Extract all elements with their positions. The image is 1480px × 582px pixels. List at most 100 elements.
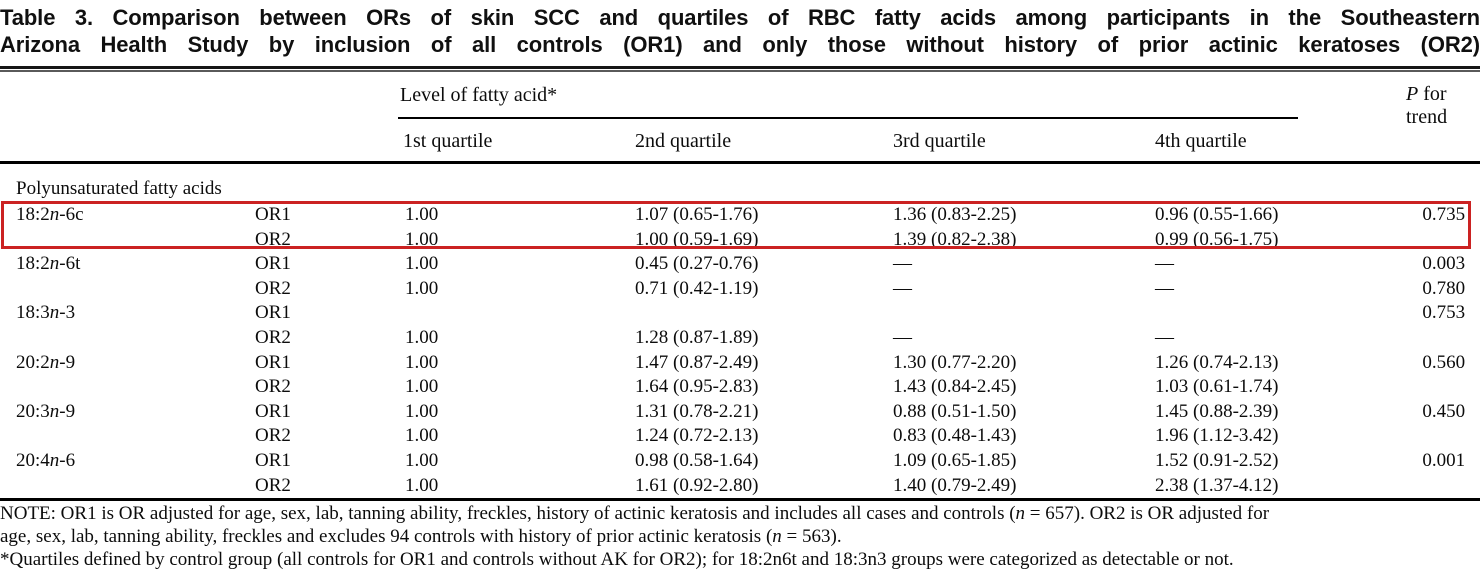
q4-cell: —: [1155, 326, 1174, 348]
fatty-acid-cell: [0, 277, 240, 302]
q1-cell: 1.00: [405, 449, 439, 471]
table-title-line-2: Arizona Health Study by inclusion of all…: [0, 32, 1480, 57]
or-model-cell: OR2: [255, 425, 291, 447]
or-model-cell: OR1: [255, 302, 291, 324]
p-trend-cell: 0.450: [1422, 400, 1466, 422]
or-model-cell: OR2: [255, 326, 291, 348]
q2-cell: 0.71 (0.42-1.19): [635, 277, 759, 299]
fatty-acid-group-header: Level of fatty acid*: [400, 84, 558, 106]
q2-cell: 0.45 (0.27-0.76): [635, 253, 759, 275]
section-header-cell: Polyunsaturated fatty acids: [16, 178, 222, 199]
table-title-line-1: Table 3. Comparison between ORs of skin …: [0, 5, 1480, 30]
quartiles-footnote: *Quartiles defined by control group (all…: [0, 549, 1234, 570]
p-trend-cell: 0.001: [1422, 449, 1466, 471]
or-model-cell: OR1: [255, 449, 291, 471]
fatty-acid-cell: 18:2n-6t: [16, 253, 81, 275]
trend-text: trend: [1406, 106, 1448, 128]
p-trend-cell: 0.735: [1422, 204, 1466, 225]
q4-cell: 1.03 (0.61-1.74): [1155, 376, 1279, 398]
q3-cell: 1.09 (0.65-1.85): [893, 449, 1017, 471]
fatty-acid-cell: 20:3n-9: [16, 400, 76, 422]
q4-cell: 1.52 (0.91-2.52): [1155, 449, 1279, 471]
p-trend-cell: [1410, 375, 1480, 400]
quartile-header-3rd: 3rd quartile: [893, 130, 986, 152]
table-row: 18:2n-6c OR1 1.00 1.07 (0.65-1.76) 1.36 …: [0, 203, 1480, 228]
or-model-cell: OR2: [255, 474, 291, 496]
q2-cell: 1.07 (0.65-1.76): [635, 204, 759, 225]
q1-cell: 1.00: [405, 400, 439, 422]
q1-cell: 1.00: [405, 351, 439, 373]
table-row: OR2 1.00 1.64 (0.95-2.83) 1.43 (0.84-2.4…: [0, 375, 1480, 400]
q2-cell: 1.64 (0.95-2.83): [635, 376, 759, 398]
q4-cell: 2.38 (1.37-4.12): [1155, 474, 1279, 496]
fatty-acid-cell: 18:2n-6c: [16, 204, 84, 225]
or-model-cell: OR1: [255, 204, 291, 225]
highlight-box: [1, 201, 1471, 249]
q3-cell: —: [893, 277, 912, 299]
q3-cell: 1.40 (0.79-2.49): [893, 474, 1017, 496]
p-trend-cell: 0.753: [1422, 302, 1466, 324]
q3-cell: 1.36 (0.83-2.25): [893, 204, 1017, 225]
q4-cell: 1.96 (1.12-3.42): [1155, 425, 1279, 447]
q3-cell: [893, 301, 1155, 326]
q4-cell: —: [1155, 253, 1174, 275]
p-trend-cell: 0.003: [1422, 253, 1466, 275]
q1-cell: 1.00: [405, 253, 439, 275]
p-trend-cell: 0.780: [1422, 277, 1466, 299]
q2-cell: 1.28 (0.87-1.89): [635, 326, 759, 348]
q1-cell: 1.00: [405, 474, 439, 496]
table-row: 20:2n-9 OR1 1.00 1.47 (0.87-2.49) 1.30 (…: [0, 351, 1480, 376]
p-for-trend-header: P for trend: [1406, 83, 1480, 129]
q4-cell: [1155, 301, 1410, 326]
q4-cell: 1.26 (0.74-2.13): [1155, 351, 1279, 373]
fatty-acid-cell: [0, 424, 240, 449]
group-header-underline: [398, 117, 1298, 119]
table-row: OR2 1.00 0.71 (0.42-1.19) — — 0.780: [0, 277, 1480, 302]
q2-cell: 1.31 (0.78-2.21): [635, 400, 759, 422]
q3-cell: 1.43 (0.84-2.45): [893, 376, 1017, 398]
fatty-acid-cell: 20:2n-9: [16, 351, 76, 373]
note-footnote-line-1: NOTE: OR1 is OR adjusted for age, sex, l…: [0, 503, 1270, 524]
footnotes: NOTE: OR1 is OR adjusted for age, sex, l…: [0, 502, 1480, 571]
q4-cell: 0.99 (0.56-1.75): [1155, 228, 1279, 250]
q3-cell: 0.83 (0.48-1.43): [893, 425, 1017, 447]
or-model-cell: OR1: [255, 400, 291, 422]
q2-cell: 0.98 (0.58-1.64): [635, 449, 759, 471]
q4-cell: —: [1155, 277, 1174, 299]
q1-cell: 1.00: [405, 228, 439, 250]
q3-cell: 1.39 (0.82-2.38): [893, 228, 1017, 250]
section-header-row: Polyunsaturated fatty acids: [0, 163, 1480, 204]
p-trend-cell: 0.560: [1422, 351, 1466, 373]
quartile-header-2nd: 2nd quartile: [635, 130, 732, 152]
table-row: OR2 1.00 1.28 (0.87-1.89) — —: [0, 326, 1480, 351]
q3-cell: —: [893, 326, 912, 348]
table-row: 20:4n-6 OR1 1.00 0.98 (0.58-1.64) 1.09 (…: [0, 449, 1480, 474]
q4-cell: 0.96 (0.55-1.66): [1155, 204, 1279, 225]
q1-cell: 1.00: [405, 376, 439, 398]
table-row: 18:2n-6t OR1 1.00 0.45 (0.27-0.76) — — 0…: [0, 252, 1480, 277]
table-row: OR2 1.00 1.61 (0.92-2.80) 1.40 (0.79-2.4…: [0, 474, 1480, 500]
p-symbol: P: [1406, 83, 1419, 105]
q2-cell: 1.24 (0.72-2.13): [635, 425, 759, 447]
quartile-header-1st: 1st quartile: [403, 130, 493, 152]
fatty-acid-cell: [0, 474, 240, 500]
fatty-acid-cell: [0, 326, 240, 351]
table-title: Table 3. Comparison between ORs of skin …: [0, 4, 1480, 58]
q2-cell: 1.00 (0.59-1.69): [635, 228, 759, 250]
or-model-cell: OR2: [255, 277, 291, 299]
table-row: OR2 1.00 1.00 (0.59-1.69) 1.39 (0.82-2.3…: [0, 228, 1480, 253]
q2-cell: [635, 301, 893, 326]
table-row: 18:3n-3 OR1 0.753: [0, 301, 1480, 326]
or-model-cell: OR1: [255, 253, 291, 275]
or-model-cell: OR2: [255, 228, 291, 250]
results-table: Polyunsaturated fatty acids 18:2n-6c OR1…: [0, 161, 1480, 502]
q3-cell: 0.88 (0.51-1.50): [893, 400, 1017, 422]
p-trend-cell: [1410, 474, 1480, 500]
q2-cell: 1.61 (0.92-2.80): [635, 474, 759, 496]
q4-cell: 1.45 (0.88-2.39): [1155, 400, 1279, 422]
p-trend-cell: [1410, 424, 1480, 449]
fatty-acid-cell: 20:4n-6: [16, 449, 76, 471]
fatty-acid-cell: [0, 375, 240, 400]
q3-cell: —: [893, 253, 912, 275]
